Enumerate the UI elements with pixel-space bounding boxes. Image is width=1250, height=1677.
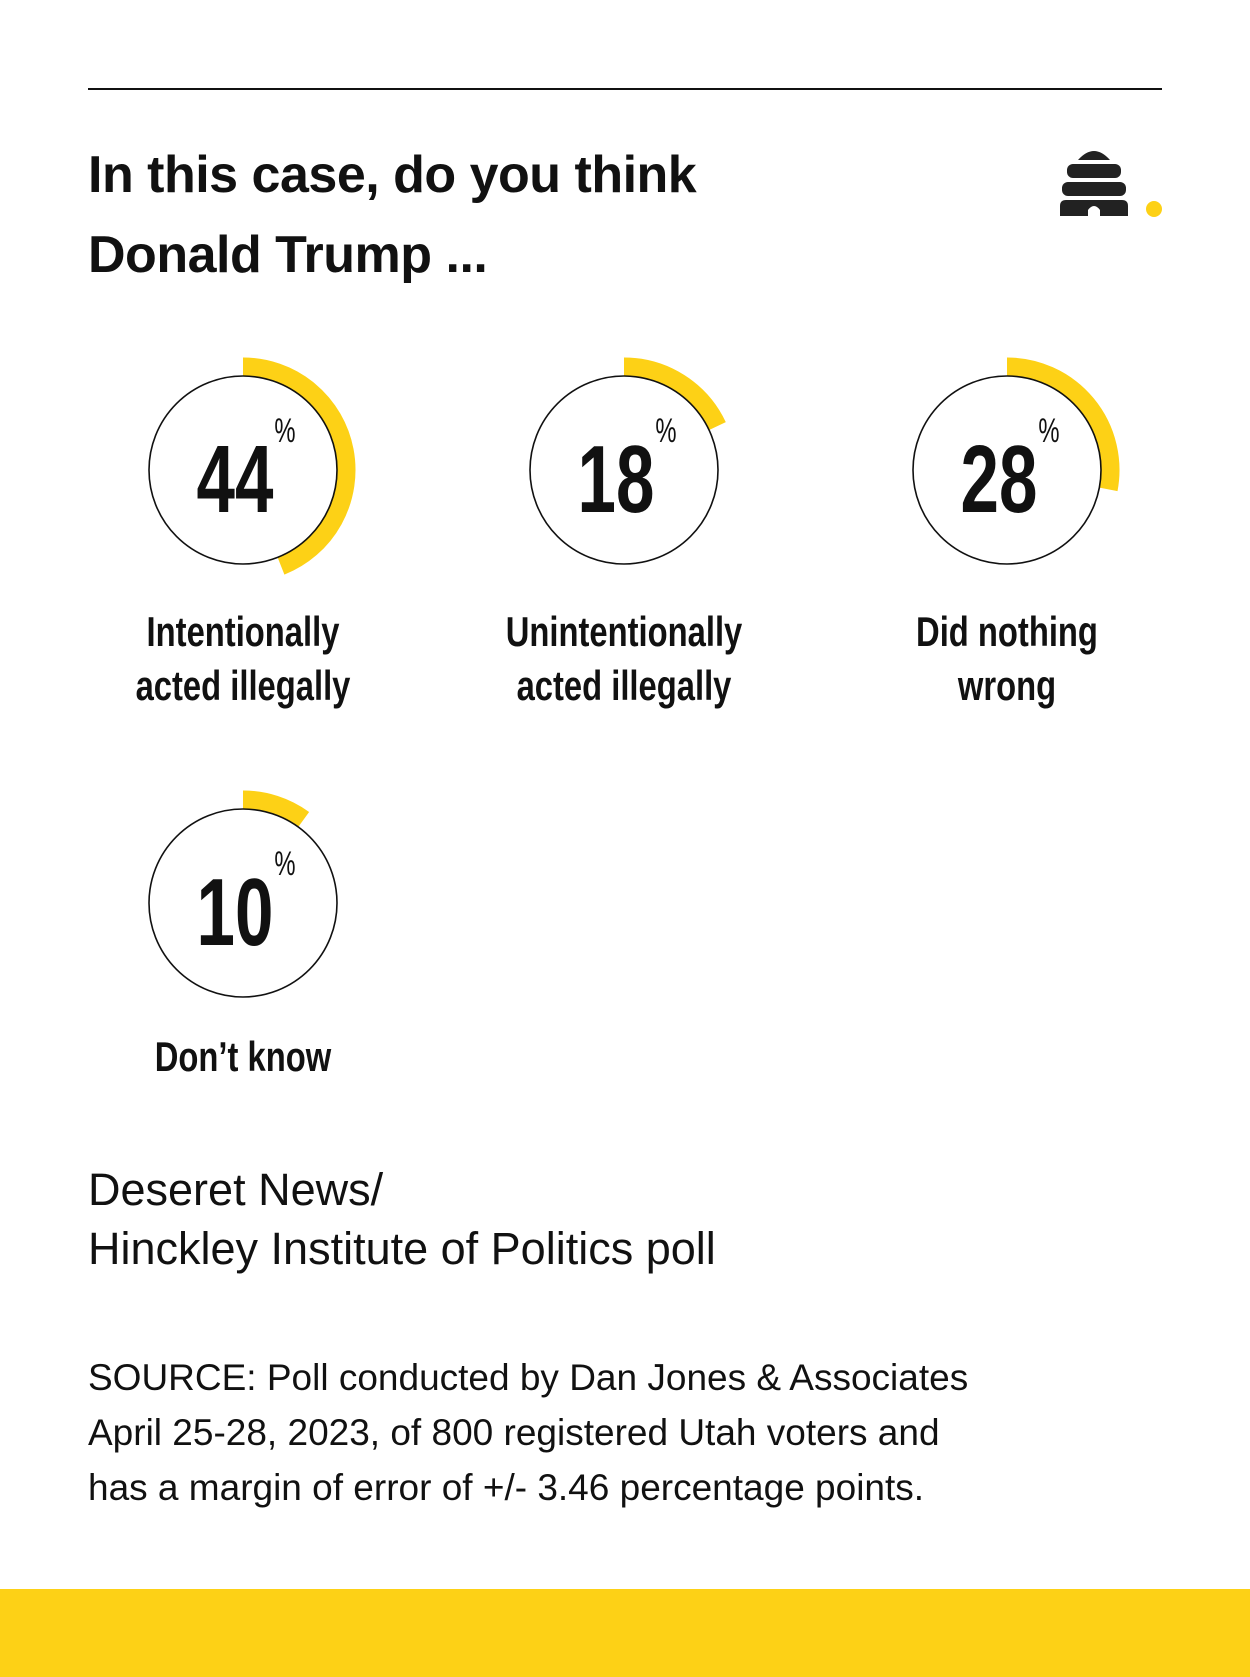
ring bbox=[148, 375, 338, 565]
category-label: Did nothing bbox=[916, 608, 1098, 655]
category-label: acted illegally bbox=[136, 662, 351, 709]
poll-line-1: Deseret News/ bbox=[88, 1164, 384, 1215]
top-rule bbox=[88, 88, 1162, 90]
source-line-1: SOURCE: Poll conducted by Dan Jones & As… bbox=[88, 1357, 969, 1398]
ring bbox=[148, 808, 338, 998]
percent-sign: % bbox=[274, 845, 295, 883]
category-label: Don’t know bbox=[155, 1033, 332, 1080]
title-line-2: Donald Trump ... bbox=[88, 226, 488, 284]
value-label: 10 bbox=[197, 858, 274, 966]
percent-sign: % bbox=[655, 412, 676, 450]
chart-title: In this case, do you think Donald Trump … bbox=[88, 135, 697, 295]
ring bbox=[912, 375, 1102, 565]
value-arc bbox=[242, 357, 356, 575]
value-label: 44 bbox=[197, 425, 274, 533]
category-label: Intentionally bbox=[147, 608, 340, 655]
beehive-logo-icon bbox=[1060, 151, 1162, 217]
category-label: Unintentionally bbox=[506, 608, 743, 655]
footer-bar bbox=[0, 1589, 1250, 1677]
value-label: 28 bbox=[961, 425, 1038, 533]
category-label: acted illegally bbox=[517, 662, 732, 709]
value-arc bbox=[242, 790, 310, 828]
value-arc bbox=[1006, 357, 1120, 492]
ring bbox=[529, 375, 719, 565]
value-label: 18 bbox=[578, 425, 655, 533]
source-note: SOURCE: Poll conducted by Dan Jones & As… bbox=[88, 1350, 968, 1515]
poll-name: Deseret News/ Hinckley Institute of Poli… bbox=[88, 1160, 716, 1278]
percent-sign: % bbox=[1038, 412, 1059, 450]
title-line-1: In this case, do you think bbox=[88, 146, 697, 204]
poll-line-2: Hinckley Institute of Politics poll bbox=[88, 1223, 716, 1274]
percent-sign: % bbox=[274, 412, 295, 450]
radial-chart: 44 % Intentionally acted illegally 18 % Uninte… bbox=[136, 357, 1120, 1080]
source-line-2: April 25-28, 2023, of 800 registered Uta… bbox=[88, 1412, 940, 1453]
source-line-3: has a margin of error of +/- 3.46 percen… bbox=[88, 1467, 925, 1508]
value-arc bbox=[623, 357, 726, 431]
category-label: wrong bbox=[957, 662, 1056, 709]
